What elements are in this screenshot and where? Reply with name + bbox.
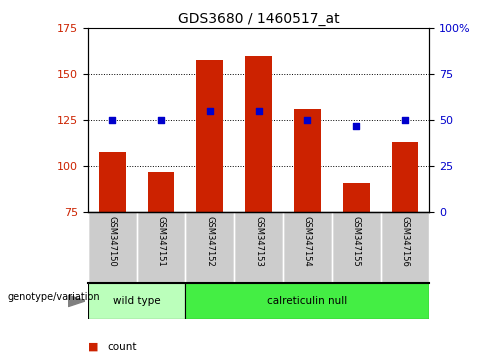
Bar	[343, 183, 369, 212]
Bar	[294, 109, 321, 212]
Text: wild type: wild type	[113, 296, 161, 306]
Text: GSM347152: GSM347152	[205, 216, 214, 267]
Bar	[99, 152, 125, 212]
Bar	[185, 283, 429, 319]
Text: GSM347156: GSM347156	[401, 216, 409, 267]
Point	[401, 118, 409, 123]
Text: GSM347150: GSM347150	[108, 216, 117, 267]
Text: calreticulin null: calreticulin null	[267, 296, 347, 306]
Point	[206, 108, 214, 114]
Text: GSM347151: GSM347151	[157, 216, 165, 267]
Point	[352, 123, 360, 129]
Bar	[147, 172, 174, 212]
Text: GSM347153: GSM347153	[254, 216, 263, 267]
Text: GSM347154: GSM347154	[303, 216, 312, 267]
Text: ■: ■	[88, 342, 102, 352]
Bar	[196, 59, 223, 212]
Point	[255, 108, 263, 114]
Point	[304, 118, 311, 123]
Text: count: count	[107, 342, 137, 352]
Polygon shape	[68, 295, 85, 307]
Title: GDS3680 / 1460517_at: GDS3680 / 1460517_at	[178, 12, 340, 26]
Bar	[245, 56, 272, 212]
Bar	[88, 283, 185, 319]
Point	[157, 118, 165, 123]
Point	[108, 118, 116, 123]
Text: genotype/variation: genotype/variation	[7, 292, 100, 302]
Bar	[391, 142, 418, 212]
Text: GSM347155: GSM347155	[352, 216, 361, 267]
